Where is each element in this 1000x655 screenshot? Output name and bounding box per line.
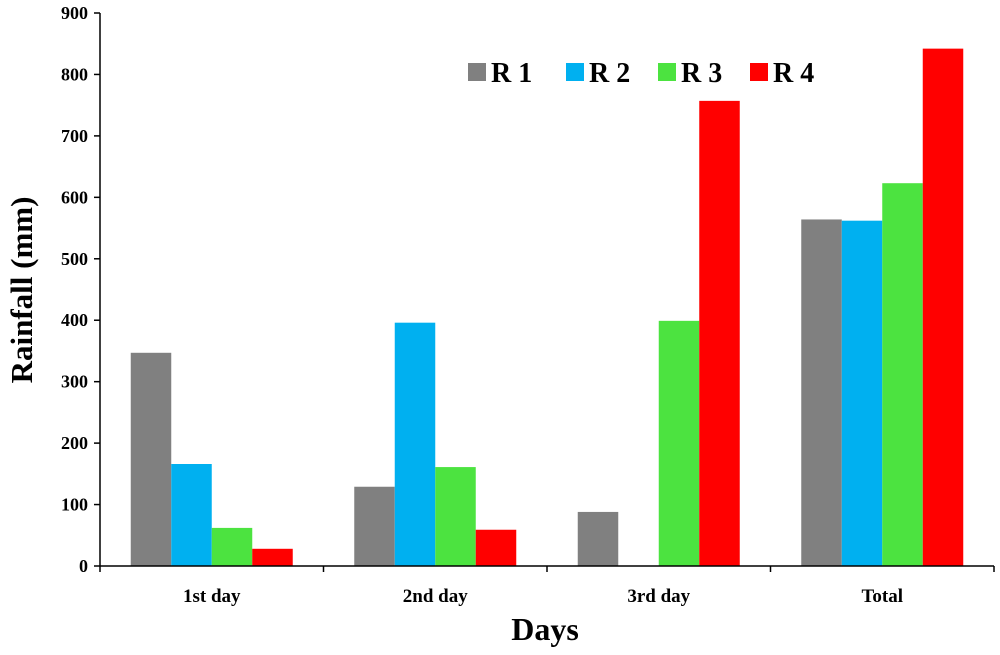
legend-swatch bbox=[750, 63, 768, 81]
y-tick-label: 600 bbox=[61, 187, 88, 207]
legend: R 1 R 2 R 3 R 4 bbox=[468, 58, 814, 89]
legend-label: R 1 bbox=[491, 58, 532, 89]
bars bbox=[130, 48, 964, 567]
bar-r1 bbox=[577, 511, 619, 566]
y-tick-label: 100 bbox=[61, 495, 88, 515]
legend-swatch bbox=[468, 63, 486, 81]
x-tick-label: 1st day bbox=[183, 586, 241, 607]
y-tick-label: 0 bbox=[79, 556, 88, 576]
bar-r4 bbox=[699, 100, 740, 567]
bar-r4 bbox=[922, 48, 964, 567]
y-tick-label: 300 bbox=[61, 372, 88, 392]
bar-r2 bbox=[394, 322, 436, 566]
x-axis-title: Days bbox=[511, 611, 579, 647]
legend-label: R 3 bbox=[681, 58, 722, 89]
y-tick-label: 900 bbox=[61, 3, 88, 23]
legend-label: R 4 bbox=[773, 58, 814, 89]
bar-r3 bbox=[882, 183, 923, 566]
bar-r2 bbox=[841, 220, 883, 566]
y-tick-label: 200 bbox=[61, 433, 88, 453]
legend-swatch bbox=[566, 63, 584, 81]
x-tick-label: Total bbox=[861, 586, 903, 607]
bar-r3 bbox=[435, 467, 476, 566]
bar-r4 bbox=[252, 548, 293, 566]
y-axis-title: Rainfall (mm) bbox=[4, 197, 39, 384]
bar-r2 bbox=[171, 464, 212, 566]
bar-r4 bbox=[475, 529, 517, 566]
y-tick-label: 800 bbox=[61, 64, 88, 84]
x-tick-label: 3rd day bbox=[627, 586, 690, 607]
legend-swatch bbox=[658, 63, 676, 81]
y-tick-label: 400 bbox=[61, 310, 88, 330]
bar-r1 bbox=[354, 486, 395, 566]
legend-label: R 2 bbox=[589, 58, 630, 89]
y-tick-label: 500 bbox=[61, 249, 88, 269]
bar-r3 bbox=[211, 527, 253, 566]
y-tick-label: 700 bbox=[61, 126, 88, 146]
bar-r3 bbox=[658, 320, 700, 566]
bar-r1 bbox=[130, 352, 172, 566]
bar-r1 bbox=[801, 219, 842, 566]
axes: 0 100 200 300 400 500 600 700 800 900 1st day 2nd d… bbox=[61, 3, 995, 607]
x-tick-label: 2nd day bbox=[403, 586, 468, 607]
